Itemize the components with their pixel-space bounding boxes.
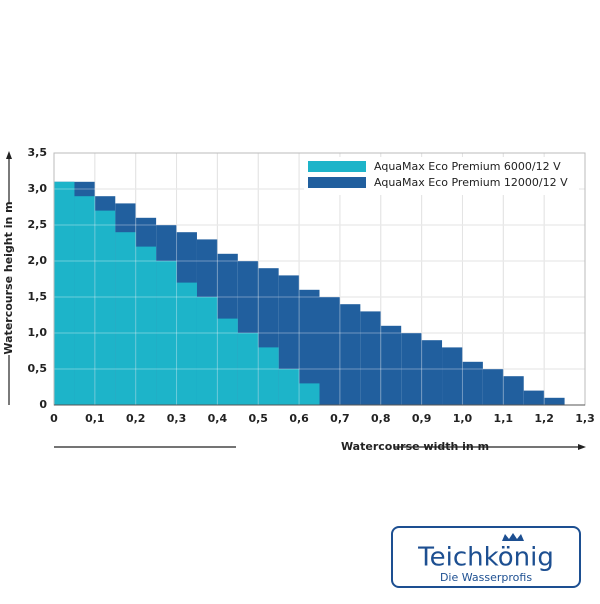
logo-brand: Teichkönig bbox=[417, 543, 554, 573]
bar bbox=[462, 361, 483, 405]
logo-frame bbox=[391, 526, 581, 588]
y-axis-label: Watercourse height in m bbox=[2, 201, 15, 354]
x-tick-label: 1,2 bbox=[534, 412, 554, 425]
y-tick-label: 1,5 bbox=[28, 290, 48, 303]
y-tick-label: 0,5 bbox=[28, 362, 48, 375]
x-tick-label: 0,7 bbox=[330, 412, 350, 425]
x-tick-label: 0,8 bbox=[371, 412, 391, 425]
legend-swatch bbox=[308, 161, 366, 172]
x-tick-label: 0,1 bbox=[85, 412, 105, 425]
y-arrow-head bbox=[6, 151, 12, 159]
x-tick-label: 0 bbox=[50, 412, 58, 425]
legend-label: AquaMax Eco Premium 12000/12 V bbox=[374, 176, 568, 189]
bar bbox=[54, 181, 75, 405]
logo-tagline: Die Wasserprofis bbox=[440, 571, 532, 584]
bar bbox=[176, 282, 197, 405]
x-tick-label: 0,2 bbox=[126, 412, 146, 425]
x-tick-label: 0,3 bbox=[167, 412, 187, 425]
bar bbox=[421, 340, 443, 405]
bar bbox=[94, 210, 116, 405]
x-tick-label: 1,3 bbox=[575, 412, 595, 425]
bar bbox=[360, 311, 381, 405]
legend-label: AquaMax Eco Premium 6000/12 V bbox=[374, 160, 561, 173]
y-tick-label: 3,5 bbox=[28, 146, 48, 159]
y-tick-label: 2,0 bbox=[28, 254, 48, 267]
bar bbox=[74, 196, 95, 405]
x-tick-label: 0,5 bbox=[248, 412, 268, 425]
bar bbox=[442, 347, 463, 405]
y-tick-label: 2,5 bbox=[28, 218, 48, 231]
bar bbox=[258, 347, 279, 405]
logo-crown bbox=[502, 533, 524, 541]
bar bbox=[503, 376, 524, 405]
y-tick-label: 3,0 bbox=[28, 182, 48, 195]
bar bbox=[319, 297, 340, 405]
bar bbox=[380, 325, 402, 405]
logo: Teichkönig Die Wasserprofis bbox=[391, 526, 581, 588]
x-arrow-head bbox=[578, 444, 586, 450]
bars bbox=[54, 181, 565, 405]
bar bbox=[278, 369, 300, 405]
x-tick-label: 1,0 bbox=[453, 412, 473, 425]
x-tick-label: 0,4 bbox=[208, 412, 228, 425]
y-tick-label: 0 bbox=[39, 398, 47, 411]
bar bbox=[482, 369, 504, 405]
bar bbox=[299, 289, 320, 405]
x-tick-label: 0,9 bbox=[412, 412, 432, 425]
y-tick-label: 1,0 bbox=[28, 326, 48, 339]
legend-swatch bbox=[308, 177, 366, 188]
bar bbox=[135, 246, 157, 405]
x-tick-label: 0,6 bbox=[289, 412, 309, 425]
bar bbox=[196, 297, 218, 405]
bar bbox=[544, 397, 565, 405]
bar bbox=[115, 232, 136, 405]
bar bbox=[217, 318, 238, 405]
bar bbox=[237, 333, 259, 405]
bar bbox=[523, 390, 545, 405]
bar bbox=[401, 333, 422, 405]
bar bbox=[339, 304, 361, 405]
x-tick-label: 1,1 bbox=[494, 412, 514, 425]
bar bbox=[299, 383, 320, 405]
bar bbox=[156, 261, 177, 405]
